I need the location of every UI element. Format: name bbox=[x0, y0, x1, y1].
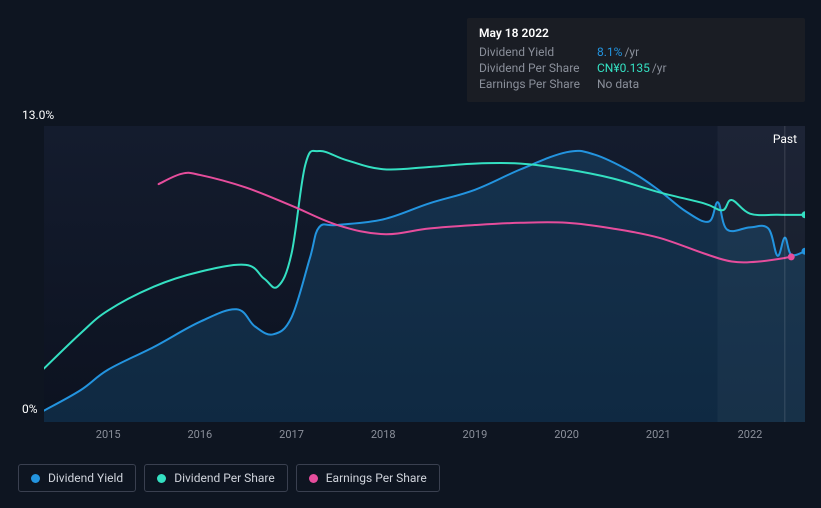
x-axis: 2015 2016 2017 2018 2019 2020 2021 2022 bbox=[44, 428, 805, 442]
chart-area: 13.0% 0% Past 20152016201720182019202020… bbox=[18, 100, 805, 440]
tooltip-row-value: 8.1% bbox=[597, 45, 622, 59]
legend: Dividend Yield Dividend Per Share Earnings… bbox=[18, 464, 440, 492]
y-axis-min-label: 0% bbox=[22, 402, 38, 416]
x-tick-label: 2018 bbox=[371, 428, 396, 441]
tooltip-panel: May 18 2022 Dividend Yield8.1%/yrDividen… bbox=[467, 18, 805, 102]
tooltip-row-value: No data bbox=[597, 77, 639, 91]
x-tick-label: 2017 bbox=[279, 428, 304, 441]
legend-label: Earnings Per Share bbox=[326, 471, 427, 485]
tooltip-date: May 18 2022 bbox=[479, 26, 793, 40]
tooltip-row: Dividend Yield8.1%/yr bbox=[479, 44, 793, 60]
tooltip-row-value: CN¥0.135 bbox=[597, 61, 650, 75]
legend-dot-icon bbox=[157, 474, 166, 483]
legend-label: Dividend Yield bbox=[48, 471, 123, 485]
x-tick-label: 2019 bbox=[463, 428, 488, 441]
legend-item[interactable]: Earnings Per Share bbox=[296, 464, 440, 492]
series-area bbox=[44, 151, 805, 422]
x-tick-label: 2021 bbox=[646, 428, 671, 441]
y-axis-max-label: 13.0% bbox=[22, 108, 54, 122]
tooltip-row: Dividend Per ShareCN¥0.135/yr bbox=[479, 60, 793, 76]
legend-label: Dividend Per Share bbox=[174, 471, 275, 485]
chart-svg bbox=[44, 126, 805, 422]
x-tick-label: 2020 bbox=[554, 428, 579, 441]
tooltip-row-label: Dividend Per Share bbox=[479, 61, 597, 75]
tooltip-row: Earnings Per ShareNo data bbox=[479, 76, 793, 92]
x-tick-label: 2022 bbox=[738, 428, 763, 441]
tooltip-row-unit: /yr bbox=[652, 61, 667, 75]
series-end-dot bbox=[788, 253, 795, 260]
x-tick-label: 2015 bbox=[96, 428, 121, 441]
legend-dot-icon bbox=[31, 474, 40, 483]
chart-plot[interactable]: Past bbox=[44, 126, 805, 422]
x-tick-label: 2016 bbox=[187, 428, 212, 441]
tooltip-row-label: Earnings Per Share bbox=[479, 77, 597, 91]
legend-item[interactable]: Dividend Yield bbox=[18, 464, 136, 492]
tooltip-row-unit: /yr bbox=[624, 45, 639, 59]
legend-item[interactable]: Dividend Per Share bbox=[144, 464, 288, 492]
legend-dot-icon bbox=[309, 474, 318, 483]
tooltip-rows: Dividend Yield8.1%/yrDividend Per ShareC… bbox=[479, 44, 793, 92]
tooltip-row-label: Dividend Yield bbox=[479, 45, 597, 59]
past-label: Past bbox=[773, 132, 797, 146]
